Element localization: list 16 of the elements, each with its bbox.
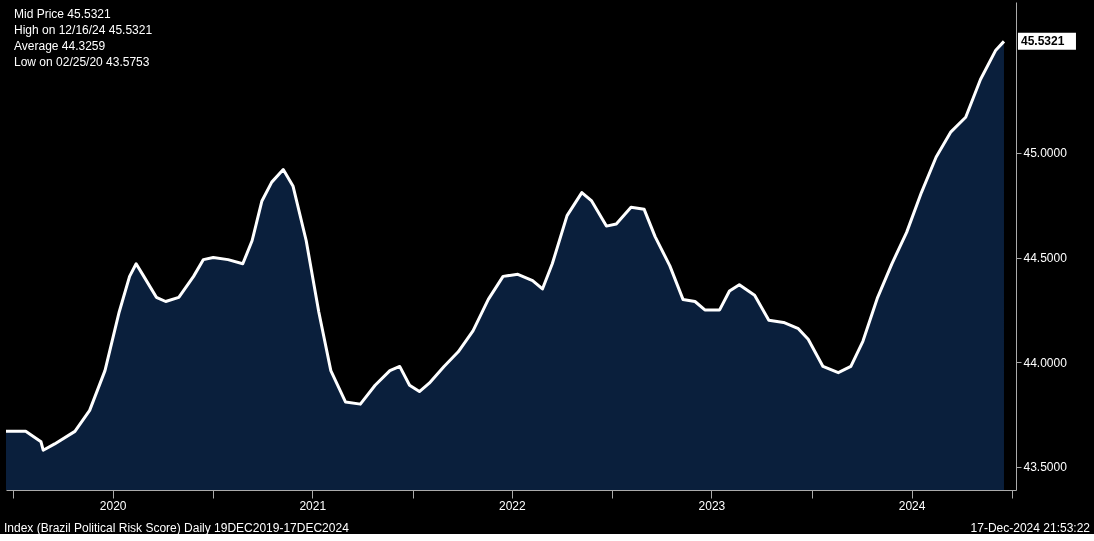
y-tick-label: 43.5000 — [1023, 460, 1068, 475]
y-tick-label: 45.0000 — [1023, 146, 1068, 161]
x-tick-label: 2023 — [698, 498, 726, 513]
annotation: Average 44.3259 — [14, 39, 106, 53]
text: Index (Brazil Political Risk Score) Daily 19DEC2019-17DEC2024 — [4, 521, 350, 535]
annotation: Low on 02/25/20 43.5753 — [14, 55, 150, 69]
x-tick-label: 2020 — [99, 498, 127, 513]
annotation: 45.5321 — [1020, 34, 1065, 49]
x-tick-label: 2022 — [498, 498, 526, 513]
annotation: High on 12/16/24 45.5321 — [14, 23, 153, 37]
text: 17-Dec-2024 21:53:22 — [970, 521, 1091, 535]
y-tick-label: 44.0000 — [1023, 355, 1068, 370]
annotation: Mid Price 45.5321 — [14, 7, 112, 21]
y-tick-label: 44.5000 — [1023, 251, 1068, 266]
x-tick-label: 2021 — [299, 498, 327, 513]
x-tick-label: 2024 — [898, 498, 926, 513]
